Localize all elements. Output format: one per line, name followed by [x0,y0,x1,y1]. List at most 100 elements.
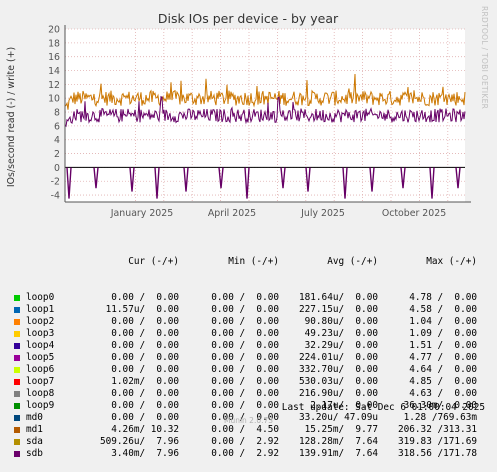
chart-frame: Disk IOs per device - by year IOs/second… [6,11,471,219]
y-axis-label: IOs/second read (-) / write (+) [6,47,17,187]
legend-value-min: 0.00 / 0.00 [211,340,279,351]
y-tick-label: -2 [51,177,60,188]
rrdtool-watermark: RRDTOOL / TOBI OETIKER [480,6,489,110]
y-tick-label: 8 [54,108,60,119]
legend-value-min: 0.00 / 2.92 [211,436,279,447]
legend-row-loop4: loop4 0.00 / 0.00 0.00 / 0.00 32.29u/ 0.00 1… [0,340,497,352]
legend-value-cur: 0.00 / 0.00 [111,316,179,327]
read-spike-sdb [218,167,224,189]
legend-row-loop8: loop8 0.00 / 0.00 0.00 / 0.00 216.90u/ 0.00… [0,388,497,400]
legend-row-loop9: loop9 0.00 / 0.00 0.00 / 0.00 2.17u/ 0.00 36… [0,400,497,412]
y-tick-label: 2 [54,149,60,160]
legend-value-cur: 1.02m/ 0.00 [111,376,179,387]
legend-value-min: 0.00 / 0.00 [211,412,279,423]
legend-value-avg: 2.17u/ 0.00 [310,400,378,411]
legend-value-avg: 139.91m/ 7.64 [298,448,378,459]
legend-header-max: Max (-/+) [426,256,477,267]
legend-value-avg: 224.01u/ 0.00 [298,352,378,363]
legend-rows: loop0 0.00 / 0.00 0.00 / 0.00 181.64u/ 0.00… [0,292,497,460]
legend-row-md0: md0 0.00 / 0.00 0.00 / 0.00 33.20u/ 47.09u 1… [0,412,497,424]
legend-value-avg: 332.70u/ 0.00 [298,364,378,375]
y-tick-label: 0 [54,163,60,174]
legend-device-name: md1 [26,424,43,435]
legend-device-name: loop2 [26,316,55,327]
legend-value-cur: 11.57u/ 0.00 [105,304,179,315]
read-spike-sdb [305,167,311,192]
munin-version-text: Munin 2.0.73 [223,416,274,425]
legend-value-cur: 0.00 / 0.00 [111,388,179,399]
legend-swatch [14,439,20,445]
legend-value-min: 0.00 / 4.50 [211,424,279,435]
legend-value-min: 0.00 / 2.92 [211,448,279,459]
x-tick-label: July 2025 [300,208,345,219]
legend-value-cur: 0.00 / 0.00 [111,412,179,423]
legend-row-loop6: loop6 0.00 / 0.00 0.00 / 0.00 332.70u/ 0.00… [0,364,497,376]
legend-device-name: md0 [26,412,43,423]
legend-device-name: loop4 [26,340,55,351]
legend-header-avg: Avg (-/+) [327,256,378,267]
legend-value-avg: 49.23u/ 0.00 [304,328,378,339]
series-layer [64,73,466,199]
legend-row-md1: md1 4.26m/ 10.32 0.00 / 4.50 15.25m/ 9.77 20… [0,424,497,436]
legend-swatch [14,343,20,349]
legend-swatch [14,427,20,433]
legend-value-min: 0.00 / 0.00 [211,292,279,303]
read-spike-sdb [129,167,135,192]
legend-swatch [14,319,20,325]
read-spike-sdb [93,167,99,189]
y-tick-label: 6 [54,121,60,132]
legend-device-name: loop1 [26,304,55,315]
legend-row-sda: sda 509.26u/ 7.96 0.00 / 2.92 128.28m/ 7.64… [0,436,497,448]
y-tick-label: 16 [48,52,60,63]
last-update-text: Last update: Sat Dec 6 01:00:04 2025 [281,402,485,413]
legend-swatch [14,307,20,313]
legend-swatch [14,451,20,457]
legend-value-max: 4.64 / 0.00 [409,364,477,375]
legend-value-max: 206.32 /313.31 [397,424,477,435]
legend-device-name: loop3 [26,328,55,339]
legend-value-avg: 32.29u/ 0.00 [304,340,378,351]
read-spike-sdb [280,167,286,189]
legend-device-name: loop8 [26,388,55,399]
read-spike-sdb [244,167,250,199]
legend-value-avg: 15.25m/ 9.77 [304,424,378,435]
legend-value-avg: 216.90u/ 0.00 [298,388,378,399]
read-spike-sdb [369,167,375,192]
legend-swatch [14,367,20,373]
legend-header-cur: Cur (-/+) [128,256,179,267]
legend-header-min: Min (-/+) [228,256,279,267]
chart-title: Disk IOs per device - by year [158,11,339,26]
legend-value-avg: 128.28m/ 7.64 [298,436,378,447]
legend-value-max: 4.85 / 0.00 [409,376,477,387]
legend-swatch [14,355,20,361]
legend-value-min: 0.00 / 0.00 [211,364,279,375]
legend-value-max: 318.56 /171.78 [397,448,477,459]
legend-row-sdb: sdb 3.40m/ 7.96 0.00 / 2.92 139.91m/ 7.64 31… [0,448,497,460]
legend-value-max: 1.04 / 0.00 [409,316,477,327]
legend-value-cur: 0.00 / 0.00 [111,400,179,411]
series-line-sdb-write [64,95,466,128]
y-tick-label: 10 [48,94,60,105]
legend-swatch [14,415,20,421]
legend-value-max: 36.30m/ 0.00 [403,400,477,411]
legend-swatch [14,331,20,337]
legend-device-name: loop5 [26,352,55,363]
legend-device-name: loop9 [26,400,55,411]
y-tick-label: -4 [51,191,60,202]
legend-row-loop1: loop1 11.57u/ 0.00 0.00 / 0.00 227.15u/ 0.0… [0,304,497,316]
legend-value-max: 1.28 /769.63m [403,412,477,423]
legend-device-name: loop6 [26,364,55,375]
legend-device-name: sdb [26,448,43,459]
read-spike-sdb [154,167,160,199]
legend-value-avg: 181.64u/ 0.00 [298,292,378,303]
legend-device-name: loop0 [26,292,55,303]
legend-device-name: sda [26,436,43,447]
legend-row-loop7: loop7 1.02m/ 0.00 0.00 / 0.00 530.03u/ 0.00… [0,376,497,388]
legend-value-avg: 227.15u/ 0.00 [298,304,378,315]
read-spike-sdb [342,167,348,199]
legend-value-max: 4.63 / 0.00 [409,388,477,399]
legend-value-avg: 33.20u/ 47.09u [298,412,378,423]
legend-value-cur: 509.26u/ 7.96 [99,436,179,447]
read-spike-sdb [66,167,72,199]
x-tick-label: January 2025 [110,208,173,219]
